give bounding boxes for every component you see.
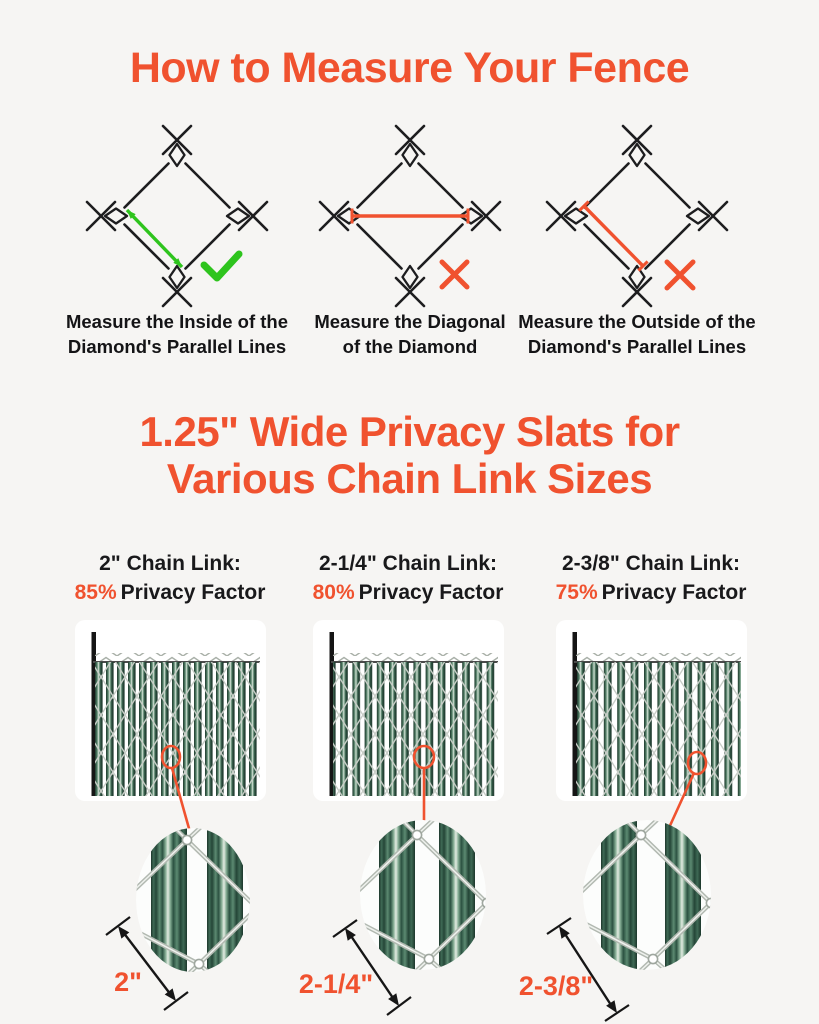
caption-line: Measure the Inside of the: [65, 311, 289, 332]
diagram-measure-outside: [545, 124, 729, 308]
column-header-2-3-8in: 2-3/8" Chain Link: 75% Privacy Factor: [526, 549, 776, 607]
x-icon: [664, 259, 696, 291]
fence-top-knuckles: [333, 653, 498, 662]
check-icon: [200, 250, 243, 282]
fence-pole: [572, 632, 577, 796]
privacy-percent: 85%: [74, 581, 117, 604]
fence-figure-2-1-4in: 2-1/4": [299, 620, 504, 1016]
privacy-percent: 80%: [312, 581, 355, 604]
chain-size-label: 2-1/4" Chain Link:: [319, 552, 497, 575]
column-header-2in: 2" Chain Link: 85% Privacy Factor: [45, 549, 295, 607]
fence-figure-2-3-8in: 2-3/8": [519, 620, 747, 1022]
measure-line-inside: [125, 208, 184, 269]
privacy-factor-label: Privacy Factor: [601, 581, 747, 604]
measure-line-outside: [578, 200, 649, 272]
diagram-caption-inside: Measure the Inside of the Diamond's Para…: [37, 309, 317, 359]
chain-size-label: 2-3/8" Chain Link:: [562, 552, 740, 575]
measurement-label: 2-3/8": [519, 971, 593, 1001]
chain-size-label: 2" Chain Link:: [99, 552, 241, 575]
magnifier-circle: [583, 820, 711, 970]
callout-circle: [686, 750, 708, 776]
callout-line: [666, 772, 696, 831]
arrowhead: [164, 988, 176, 1001]
fence-top-knuckles: [95, 653, 260, 662]
privacy-percent: 75%: [555, 581, 598, 604]
callout-line: [170, 767, 192, 833]
slats-title-line2: Various Chain Link Sizes: [166, 455, 653, 502]
arrowhead: [559, 926, 570, 939]
measurement-label: 2": [114, 967, 142, 997]
caption-line: Measure the Diagonal: [314, 311, 506, 332]
caption-line: Measure the Outside of the: [518, 311, 756, 332]
caption-line: Diamond's Parallel Lines: [67, 336, 287, 357]
column-header-2-1-4in: 2-1/4" Chain Link: 80% Privacy Factor: [283, 549, 533, 607]
diagram-measure-diagonal: [318, 124, 502, 308]
measure-line-diagonal: [350, 208, 470, 224]
chain-mesh: [95, 662, 260, 796]
x-icon: [439, 259, 470, 290]
diagram-measure-inside: [85, 124, 269, 308]
chain-mesh: [576, 662, 741, 796]
diagram-caption-diagonal: Measure the Diagonal of the Diamond: [270, 309, 550, 359]
fence-figure-2in: 2": [75, 620, 266, 1011]
measure-title: How to Measure Your Fence: [129, 44, 690, 92]
magnifier-circle: [360, 820, 486, 970]
arrowhead: [606, 1000, 617, 1013]
chain-link-diamond: [85, 124, 269, 308]
arrowhead: [345, 928, 356, 941]
caption-line: of the Diamond: [342, 336, 478, 357]
privacy-factor-label: Privacy Factor: [358, 581, 504, 604]
magnifier-circle: [136, 828, 250, 972]
arrowhead: [388, 993, 399, 1006]
measurement-label: 2-1/4": [299, 969, 373, 999]
slats-title-line1: 1.25" Wide Privacy Slats for: [139, 408, 680, 455]
fence-top-knuckles: [576, 653, 741, 662]
callout-circle: [160, 744, 182, 770]
chain-link-diamond: [545, 124, 729, 308]
slats-title: 1.25" Wide Privacy Slats for Various Cha…: [0, 408, 819, 502]
fence-pole: [329, 632, 334, 796]
chain-mesh: [333, 662, 498, 796]
caption-line: Diamond's Parallel Lines: [527, 336, 747, 357]
arrowhead: [118, 926, 130, 939]
diagram-caption-outside: Measure the Outside of the Diamond's Par…: [497, 309, 777, 359]
fence-pole: [91, 632, 96, 796]
privacy-factor-label: Privacy Factor: [120, 581, 266, 604]
